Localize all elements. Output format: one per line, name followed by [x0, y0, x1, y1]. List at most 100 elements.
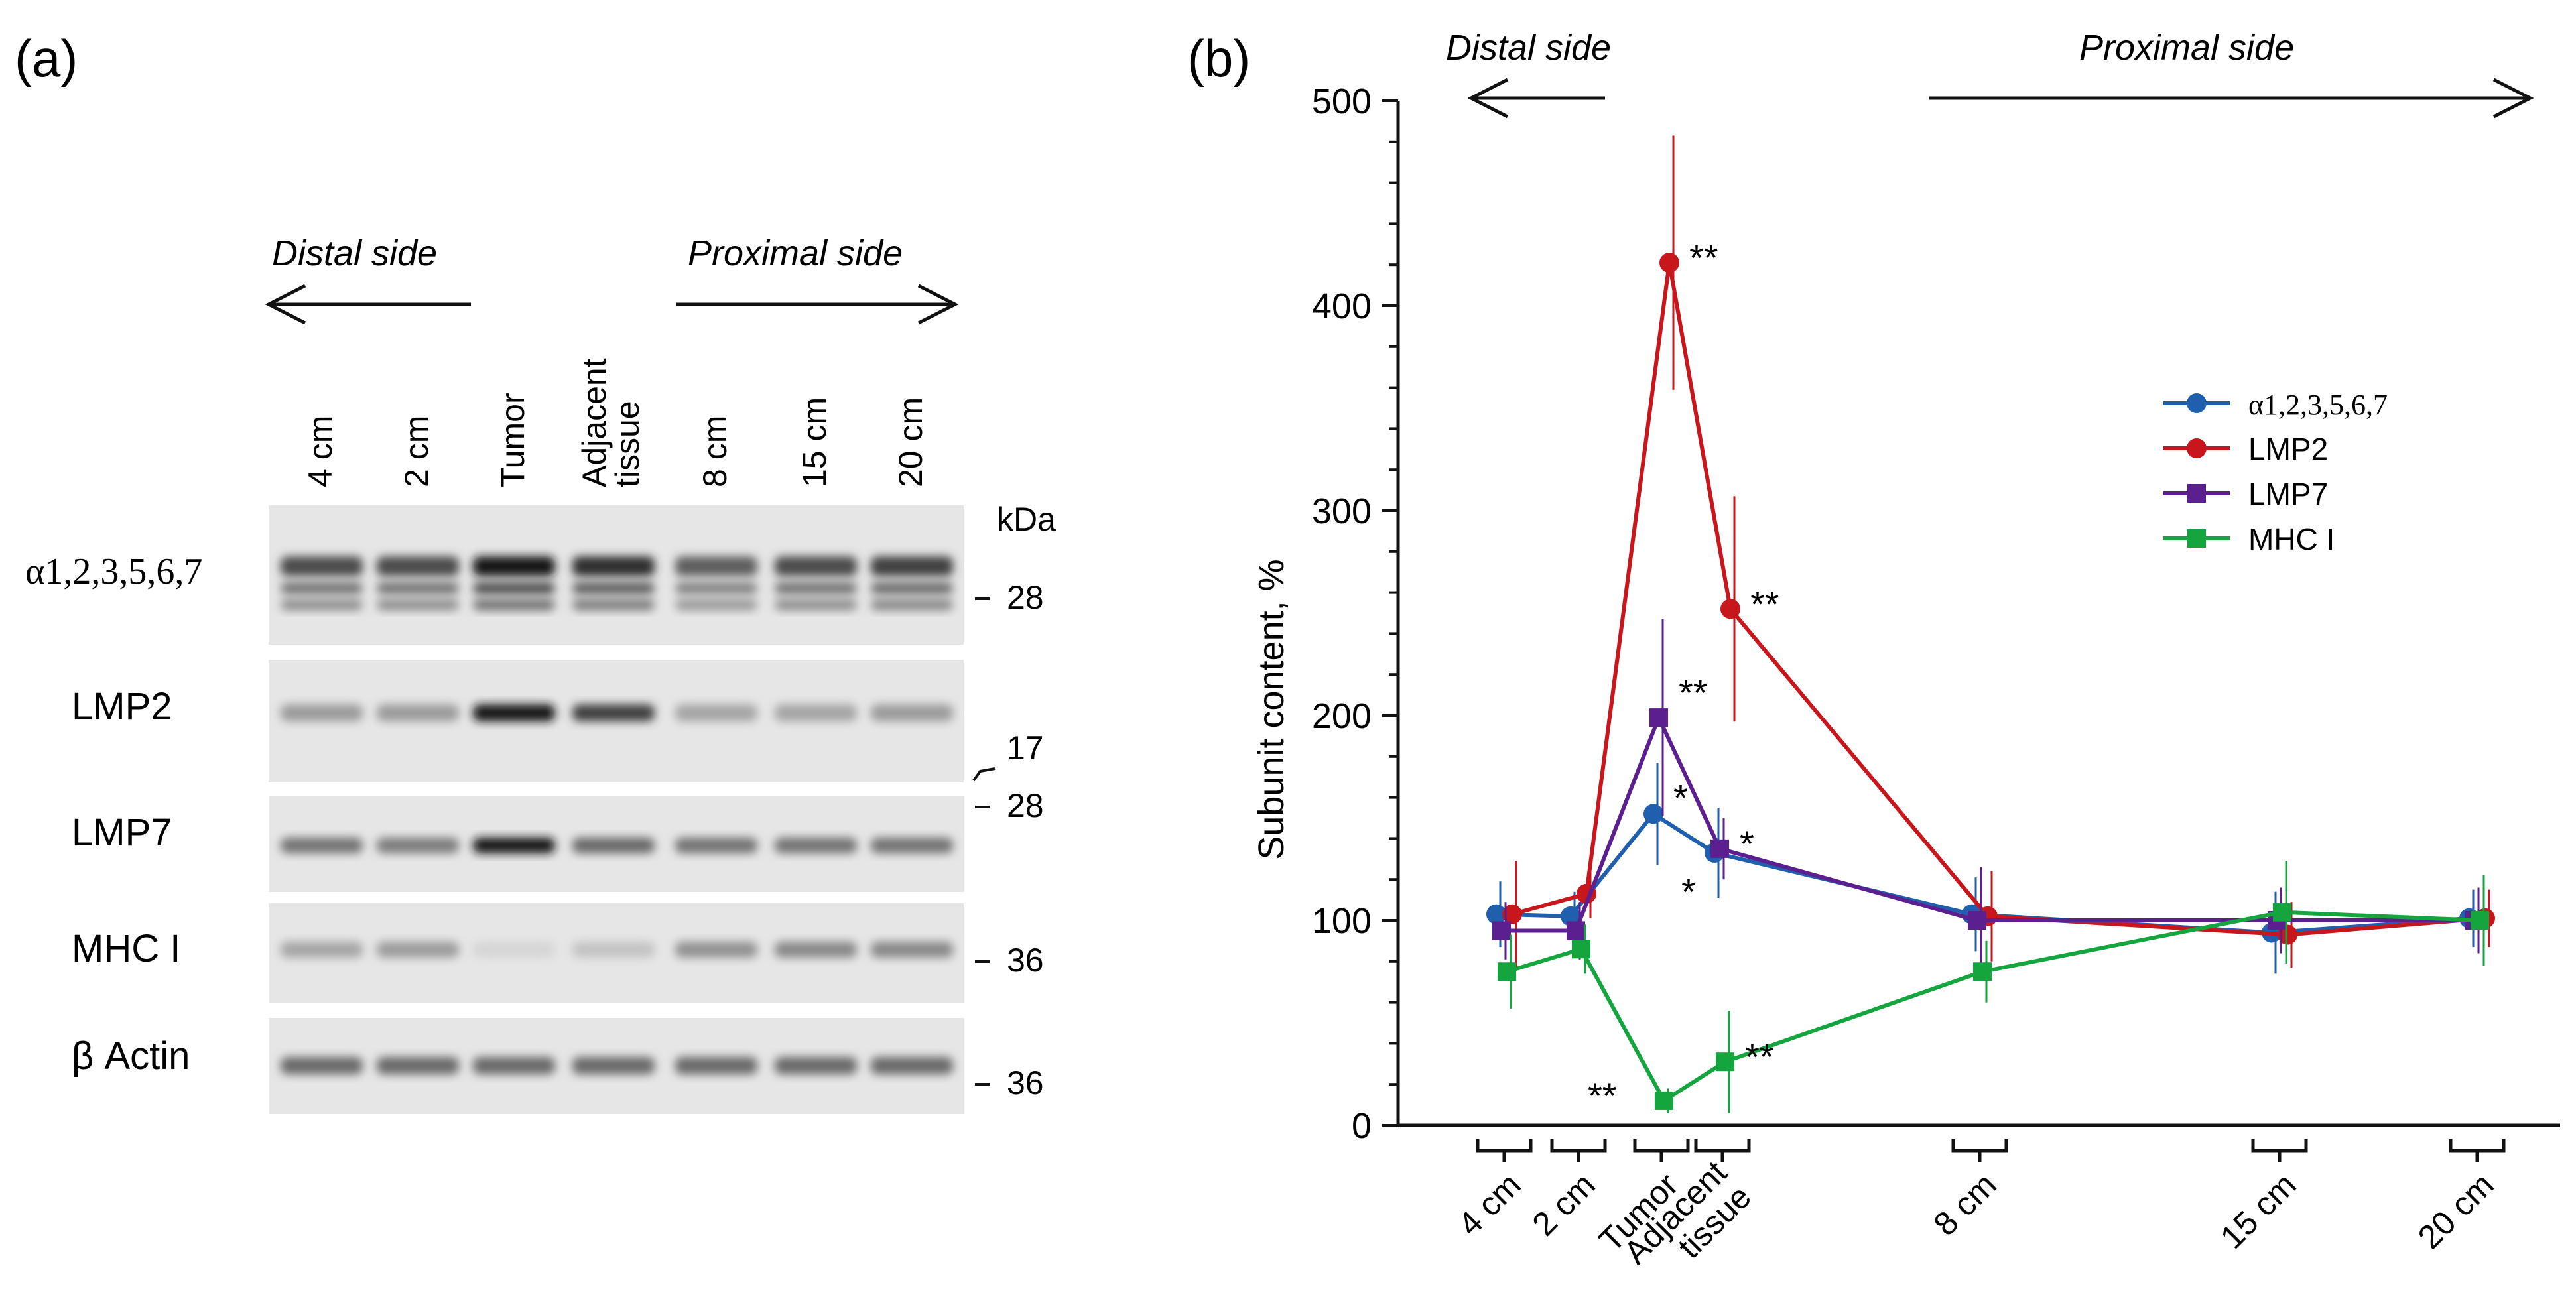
- band: [675, 582, 757, 595]
- legend-marker: [2187, 393, 2207, 413]
- band: [377, 582, 459, 595]
- data-point: [1572, 940, 1590, 959]
- band: [473, 1057, 555, 1074]
- x-tick-label: 20 cm: [2411, 1166, 2501, 1256]
- data-point: [1561, 906, 1580, 926]
- marker-value: 36: [1007, 942, 1044, 979]
- legend-entry: α1,2,3,5,6,7: [2163, 389, 2388, 421]
- lane-label-text: 15 cm: [796, 397, 833, 487]
- data-point: [1968, 911, 1986, 930]
- band: [281, 582, 363, 595]
- significance-marker: **: [1588, 1075, 1617, 1117]
- series: ****: [1498, 861, 2489, 1117]
- x-tick-label: 2 cm: [1525, 1166, 1602, 1243]
- data-point: [2471, 911, 2489, 930]
- significance-marker: *: [1740, 823, 1754, 865]
- significance-marker: *: [1681, 871, 1696, 912]
- proximal-side-label: Proximal side: [688, 233, 903, 273]
- panel-b-line-chart: (b) Distal side Proximal side 0 100 200 300…: [1187, 28, 2560, 1271]
- lane-label-text: 2 cm: [398, 416, 435, 487]
- category-bracket: [1476, 1139, 1533, 1153]
- marker-value: 28: [1007, 579, 1044, 616]
- band: [473, 838, 555, 853]
- band: [473, 704, 555, 721]
- data-point: [1973, 962, 1992, 981]
- lane-label: 4 cm: [302, 416, 339, 487]
- distal-side-label: Distal side: [272, 233, 437, 273]
- data-point: [1659, 253, 1679, 273]
- band: [675, 556, 757, 576]
- band: [572, 582, 655, 595]
- legend-label: α1,2,3,5,6,7: [2248, 389, 2388, 421]
- chart-proximal-side-label: Proximal side: [2079, 28, 2294, 68]
- band: [281, 704, 363, 721]
- band: [377, 556, 459, 576]
- band: [675, 599, 757, 611]
- legend-marker: [2187, 484, 2206, 503]
- x-category: 20 cm: [2411, 1139, 2506, 1256]
- band: [572, 838, 655, 853]
- band: [377, 599, 459, 611]
- data-point: [1710, 839, 1729, 858]
- y-tick-label: 100: [1312, 901, 1372, 941]
- blot-name: LMP2: [72, 685, 172, 728]
- blot-strip: [269, 796, 964, 892]
- band: [281, 599, 363, 611]
- band: [281, 556, 363, 576]
- x-tick-label: 15 cm: [2213, 1166, 2303, 1256]
- proximal-arrow: [676, 284, 959, 325]
- kda-marker: 36: [975, 942, 1044, 979]
- lane-label-text: 4 cm: [302, 416, 339, 487]
- band: [377, 704, 459, 721]
- band: [572, 599, 655, 611]
- data-point: [1486, 904, 1506, 924]
- series: ****: [1502, 135, 2495, 968]
- lane-label: 8 cm: [696, 416, 734, 487]
- y-axis-label: Subunit content, %: [1252, 559, 1291, 859]
- category-bracket: [1951, 1139, 2008, 1153]
- band: [775, 599, 857, 611]
- significance-marker: **: [1750, 583, 1779, 625]
- band: [572, 942, 655, 958]
- blot-strip: [269, 1018, 964, 1114]
- y-tick-label: 300: [1312, 491, 1372, 531]
- band: [281, 942, 363, 958]
- category-bracket: [1694, 1139, 1751, 1153]
- band: [281, 1057, 363, 1074]
- data-point: [2278, 924, 2297, 945]
- panel-a-western-blot: (a) Distal side Proximal side 4 cm 2 cm Tu…: [15, 29, 1056, 1114]
- legend-label: MHC I: [2248, 522, 2335, 556]
- lane-label: 2 cm: [398, 416, 435, 487]
- band: [473, 942, 555, 958]
- band: [675, 942, 757, 958]
- x-category: 15 cm: [2213, 1139, 2308, 1256]
- distal-arrow: [265, 284, 471, 325]
- blot-name: α1,2,3,5,6,7: [25, 551, 202, 592]
- significance-marker: **: [1689, 237, 1718, 279]
- chart-proximal-arrow: [1929, 78, 2534, 119]
- legend-entry: LMP2: [2163, 432, 2328, 466]
- x-category: 8 cm: [1927, 1139, 2008, 1243]
- lane-label-text: 8 cm: [696, 416, 734, 487]
- panel-a-label: (a): [15, 29, 78, 88]
- lane-label: 20 cm: [892, 397, 929, 487]
- band: [871, 599, 953, 611]
- lane-label-text: 20 cm: [892, 397, 929, 487]
- band: [871, 942, 953, 958]
- blot-name: MHC I: [72, 927, 180, 970]
- band: [377, 838, 459, 853]
- blot-strip: [269, 505, 964, 645]
- lane-label: 15 cm: [796, 397, 833, 487]
- band: [473, 556, 555, 576]
- significance-marker: **: [1679, 672, 1708, 714]
- data-point: [1716, 1052, 1734, 1072]
- data-point: [1720, 599, 1740, 619]
- blot-strip: [269, 660, 964, 782]
- series: ***: [1492, 619, 2484, 974]
- legend-marker: [2187, 529, 2206, 548]
- category-bracket: [1550, 1139, 1607, 1153]
- legend-label: LMP2: [2248, 432, 2328, 466]
- y-tick-label: 200: [1312, 696, 1372, 736]
- blot-name: LMP7: [72, 811, 172, 854]
- kda-marker: 28: [975, 579, 1044, 616]
